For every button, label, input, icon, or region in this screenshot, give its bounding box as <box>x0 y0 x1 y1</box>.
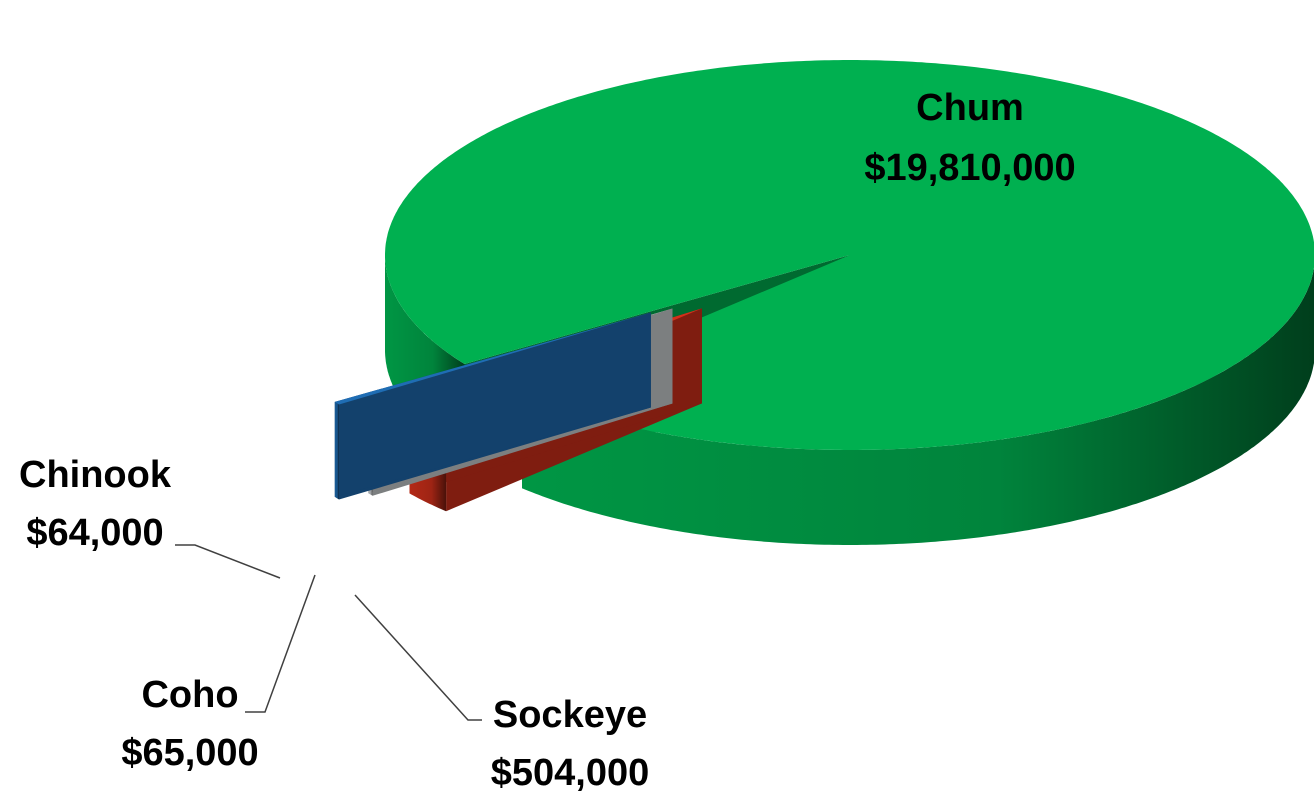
slice <box>334 312 651 500</box>
pie <box>334 60 1314 545</box>
slice-side <box>334 312 651 497</box>
slice <box>385 60 1314 450</box>
category-label: Coho <box>141 674 238 716</box>
leader-line <box>245 574 316 713</box>
leader-line <box>175 544 281 579</box>
value-label: $19,810,000 <box>864 147 1075 189</box>
value-label: $64,000 <box>26 512 163 554</box>
slice-side <box>334 401 339 500</box>
slice-side <box>522 267 1314 545</box>
slice <box>334 312 651 405</box>
category-label: Chinook <box>19 454 172 496</box>
category-label: Sockeye <box>493 694 647 736</box>
data-labels: Chum $19,810,000 Sockeye $504,000 Coho $65,00… <box>19 87 1076 794</box>
leader-line <box>354 594 482 721</box>
value-label: $504,000 <box>491 752 650 794</box>
value-label: $65,000 <box>121 732 258 774</box>
category-label: Chum <box>916 87 1024 129</box>
